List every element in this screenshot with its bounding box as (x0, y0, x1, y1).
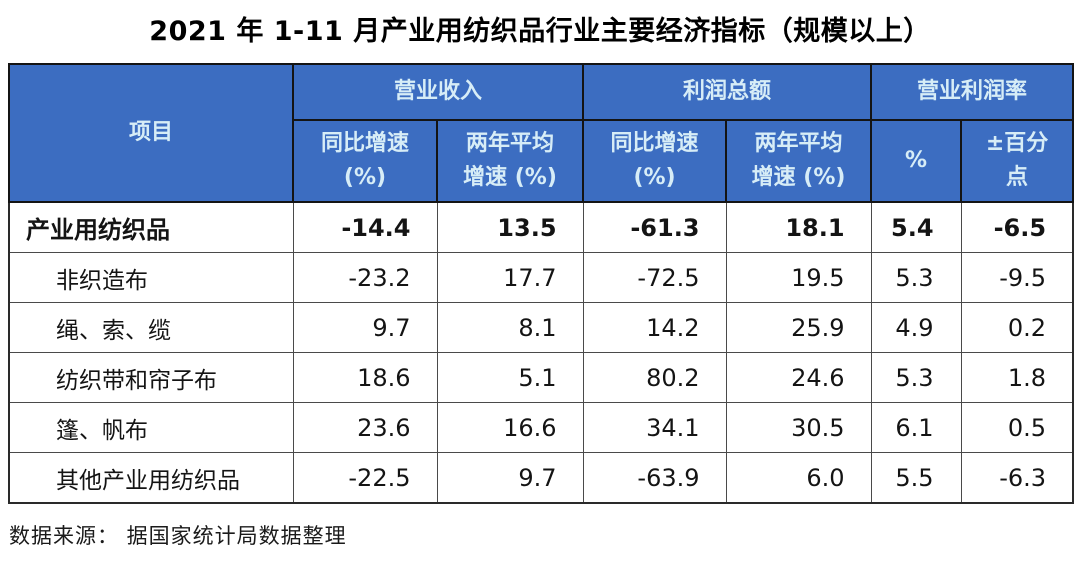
table-header: 项目 营业收入 利润总额 营业利润率 同比增速 (%) 两年平均 增速 (%) … (8, 63, 1075, 203)
column-header-profit-2yr-avg: 两年平均 增速 (%) (725, 119, 873, 203)
value-cell: 8.1 (436, 302, 584, 353)
value-cell: 80.2 (582, 352, 727, 403)
item-label: 篷、帆布 (8, 402, 294, 453)
value-cell: 9.7 (436, 452, 584, 504)
item-label: 其他产业用纺织品 (8, 452, 294, 504)
value-cell: 1.8 (960, 352, 1074, 403)
value-cell: 16.6 (436, 402, 584, 453)
value-cell: 9.7 (292, 302, 438, 353)
value-cell: 5.3 (870, 252, 962, 303)
table-row: 篷、帆布 23.6 16.6 34.1 30.5 6.1 0.5 (8, 402, 1074, 453)
value-cell: -14.4 (292, 201, 438, 253)
value-cell: 5.5 (870, 452, 962, 504)
value-cell: -22.5 (292, 452, 438, 504)
value-cell: -72.5 (582, 252, 727, 303)
column-header-item: 项目 (8, 63, 294, 203)
data-source-note: 数据来源： 据国家统计局数据整理 (9, 524, 347, 548)
value-cell: 6.0 (725, 452, 872, 504)
value-cell: 13.5 (436, 201, 584, 253)
column-header-revenue-2yr-avg: 两年平均 增速 (%) (435, 119, 585, 203)
value-cell: 0.2 (960, 302, 1074, 353)
value-cell: 6.1 (870, 402, 962, 453)
value-cell: 18.6 (292, 352, 438, 403)
value-cell: 19.5 (725, 252, 872, 303)
value-cell: 25.9 (725, 302, 872, 353)
table-row: 其他产业用纺织品 -22.5 9.7 -63.9 6.0 5.5 -6.3 (8, 452, 1074, 504)
column-group-margin: 营业利润率 (870, 63, 1075, 121)
column-header-revenue-yoy: 同比增速 (%) (292, 119, 438, 203)
economic-indicators-table: 项目 营业收入 利润总额 营业利润率 同比增速 (%) 两年平均 增速 (%) … (8, 63, 1075, 504)
column-header-profit-yoy: 同比增速 (%) (582, 119, 728, 203)
value-cell: 0.5 (960, 402, 1074, 453)
value-cell: 5.1 (436, 352, 584, 403)
column-header-margin-pct: % (870, 119, 963, 203)
value-cell: 18.1 (725, 201, 872, 253)
value-cell: 4.9 (870, 302, 962, 353)
value-cell: 30.5 (725, 402, 872, 453)
value-cell: 24.6 (725, 352, 872, 403)
value-cell: -9.5 (960, 252, 1074, 303)
page-title: 2021 年 1-11 月产业用纺织品行业主要经济指标（规模以上） (149, 16, 931, 47)
value-cell: 5.3 (870, 352, 962, 403)
item-label: 纺织带和帘子布 (8, 352, 294, 403)
value-cell: -63.9 (582, 452, 727, 504)
column-header-margin-pp: ±百分 点 (960, 119, 1075, 203)
item-label: 非织造布 (8, 252, 294, 303)
value-cell: -61.3 (582, 201, 727, 253)
item-label: 产业用纺织品 (8, 201, 294, 253)
value-cell: -6.5 (960, 201, 1074, 253)
value-cell: 34.1 (582, 402, 727, 453)
table-row: 非织造布 -23.2 17.7 -72.5 19.5 5.3 -9.5 (8, 252, 1074, 303)
value-cell: 17.7 (436, 252, 584, 303)
column-group-revenue: 营业收入 (291, 63, 585, 121)
header-sub-row: 同比增速 (%) 两年平均 增速 (%) 同比增速 (%) 两年平均 增速 (%… (9, 119, 1075, 203)
value-cell: 23.6 (292, 402, 438, 453)
value-cell: -23.2 (292, 252, 438, 303)
table-body: 产业用纺织品 -14.4 13.5 -61.3 18.1 5.4 -6.5 非织… (8, 201, 1074, 504)
value-cell: -6.3 (960, 452, 1074, 504)
table-row: 绳、索、缆 9.7 8.1 14.2 25.9 4.9 0.2 (8, 302, 1074, 353)
value-cell: 5.4 (870, 201, 962, 253)
value-cell: 14.2 (582, 302, 727, 353)
item-label: 绳、索、缆 (8, 302, 294, 353)
column-group-profit: 利润总额 (582, 63, 873, 121)
table-row: 纺织带和帘子布 18.6 5.1 80.2 24.6 5.3 1.8 (8, 352, 1074, 403)
table-row: 产业用纺织品 -14.4 13.5 -61.3 18.1 5.4 -6.5 (8, 201, 1074, 253)
header-group-row: 项目 营业收入 利润总额 营业利润率 (8, 63, 1075, 203)
